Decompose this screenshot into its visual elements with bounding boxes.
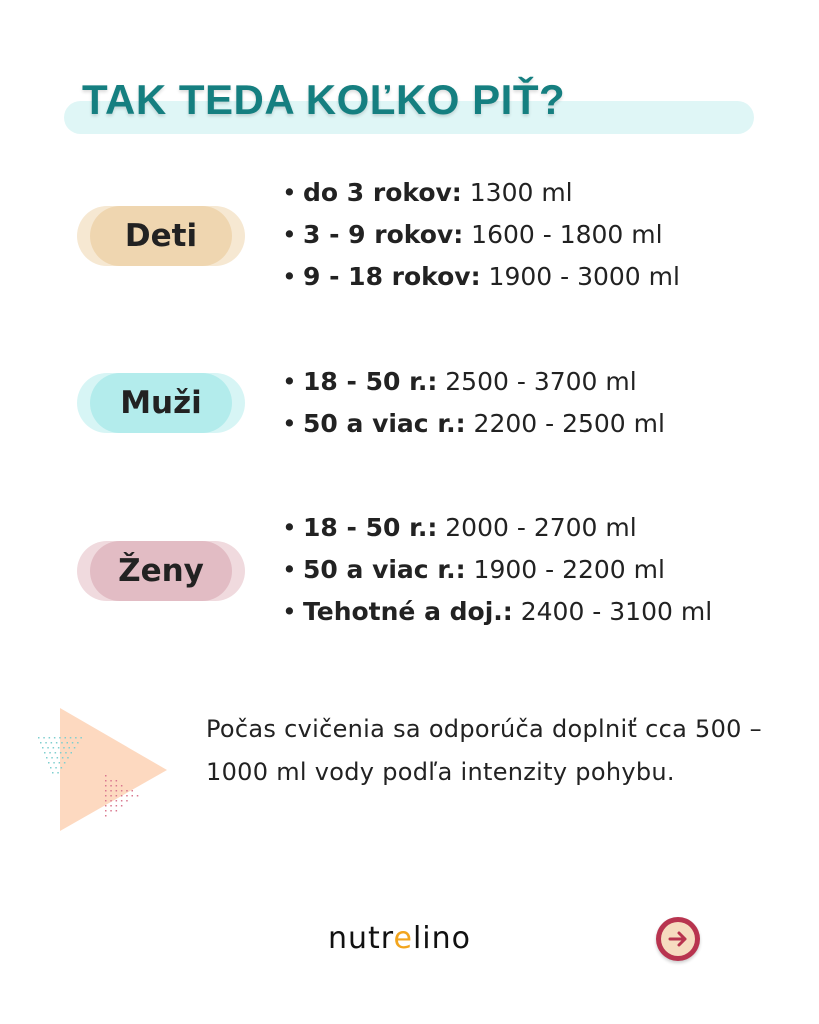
list-item: 18 - 50 r.: 2000 - 2700 ml <box>282 507 712 549</box>
page-title: TAK TEDA KOĽKO PIŤ? <box>82 76 566 123</box>
list-item: 50 a viac r.: 2200 - 2500 ml <box>282 403 665 445</box>
list-item: do 3 rokov: 1300 ml <box>282 172 680 214</box>
nutrelino-logo: nutrelino <box>328 921 471 956</box>
title-band <box>64 101 754 134</box>
list-item: 3 - 9 rokov: 1600 - 1800 ml <box>282 214 680 256</box>
list-muzi: 18 - 50 r.: 2500 - 3700 ml 50 a viac r.:… <box>282 361 665 445</box>
pill-zeny: Ženy <box>77 541 245 601</box>
pill-deti: Deti <box>77 206 245 266</box>
list-deti: do 3 rokov: 1300 ml 3 - 9 rokov: 1600 - … <box>282 172 680 298</box>
exercise-note: Počas cvičenia sa odporúča doplniť cca 5… <box>206 715 762 786</box>
list-zeny: 18 - 50 r.: 2000 - 2700 ml 50 a viac r.:… <box>282 507 712 633</box>
list-item: Tehotné a doj.: 2400 - 3100 ml <box>282 591 712 633</box>
pill-muzi: Muži <box>77 373 245 433</box>
triangle-decoration-icon <box>38 708 167 831</box>
pill-label: Ženy <box>90 541 232 601</box>
list-item: 50 a viac r.: 1900 - 2200 ml <box>282 549 712 591</box>
pill-label: Muži <box>90 373 232 433</box>
list-item: 9 - 18 rokov: 1900 - 3000 ml <box>282 256 680 298</box>
next-button[interactable] <box>656 917 700 961</box>
list-item: 18 - 50 r.: 2500 - 3700 ml <box>282 361 665 403</box>
arrow-right-icon <box>661 922 695 956</box>
pill-label: Deti <box>90 206 232 266</box>
